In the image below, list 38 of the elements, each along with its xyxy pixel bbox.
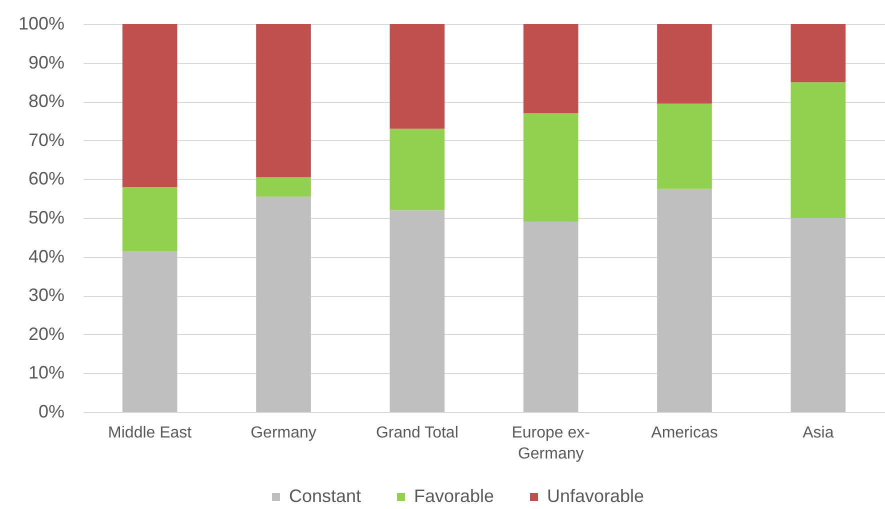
legend-label: Constant — [289, 486, 362, 506]
y-tick-label: 50% — [28, 208, 64, 228]
x-tick-label: Grand Total — [376, 424, 458, 442]
bar — [256, 196, 311, 412]
bar — [122, 250, 178, 412]
y-tick-label: 30% — [28, 285, 64, 306]
x-tick-label: Europe ex-Germany — [512, 424, 590, 462]
bar — [256, 24, 311, 178]
y-tick-label: 0% — [38, 402, 64, 422]
bar — [790, 24, 846, 82]
bar — [390, 210, 445, 412]
x-tick-label: Americas — [651, 424, 718, 442]
bar — [122, 186, 178, 251]
y-tick-label: 40% — [28, 246, 64, 266]
legend-label: Unfavorable — [547, 486, 644, 506]
x-tick-label: Middle East — [108, 424, 192, 442]
bar — [523, 222, 578, 412]
bar — [523, 113, 578, 222]
bar — [657, 188, 712, 412]
y-tick-label: 70% — [28, 130, 64, 150]
bar — [122, 24, 178, 187]
legend-label: Favorable — [414, 486, 494, 506]
bar — [256, 177, 311, 197]
bar — [390, 24, 445, 129]
y-tick-label: 20% — [28, 324, 64, 344]
bar — [657, 104, 712, 189]
bar — [790, 218, 846, 412]
y-tick-label: 10% — [28, 362, 64, 383]
x-tick-label: Asia — [802, 424, 834, 442]
y-tick-label: 90% — [28, 52, 64, 72]
bar — [657, 24, 712, 104]
y-tick-label: 80% — [28, 91, 64, 112]
y-tick-label: 100% — [18, 14, 64, 34]
bar — [523, 24, 578, 114]
y-tick-label: 60% — [28, 168, 64, 189]
bar — [790, 82, 846, 218]
bar — [390, 128, 445, 210]
x-tick-label: Germany — [250, 424, 316, 442]
